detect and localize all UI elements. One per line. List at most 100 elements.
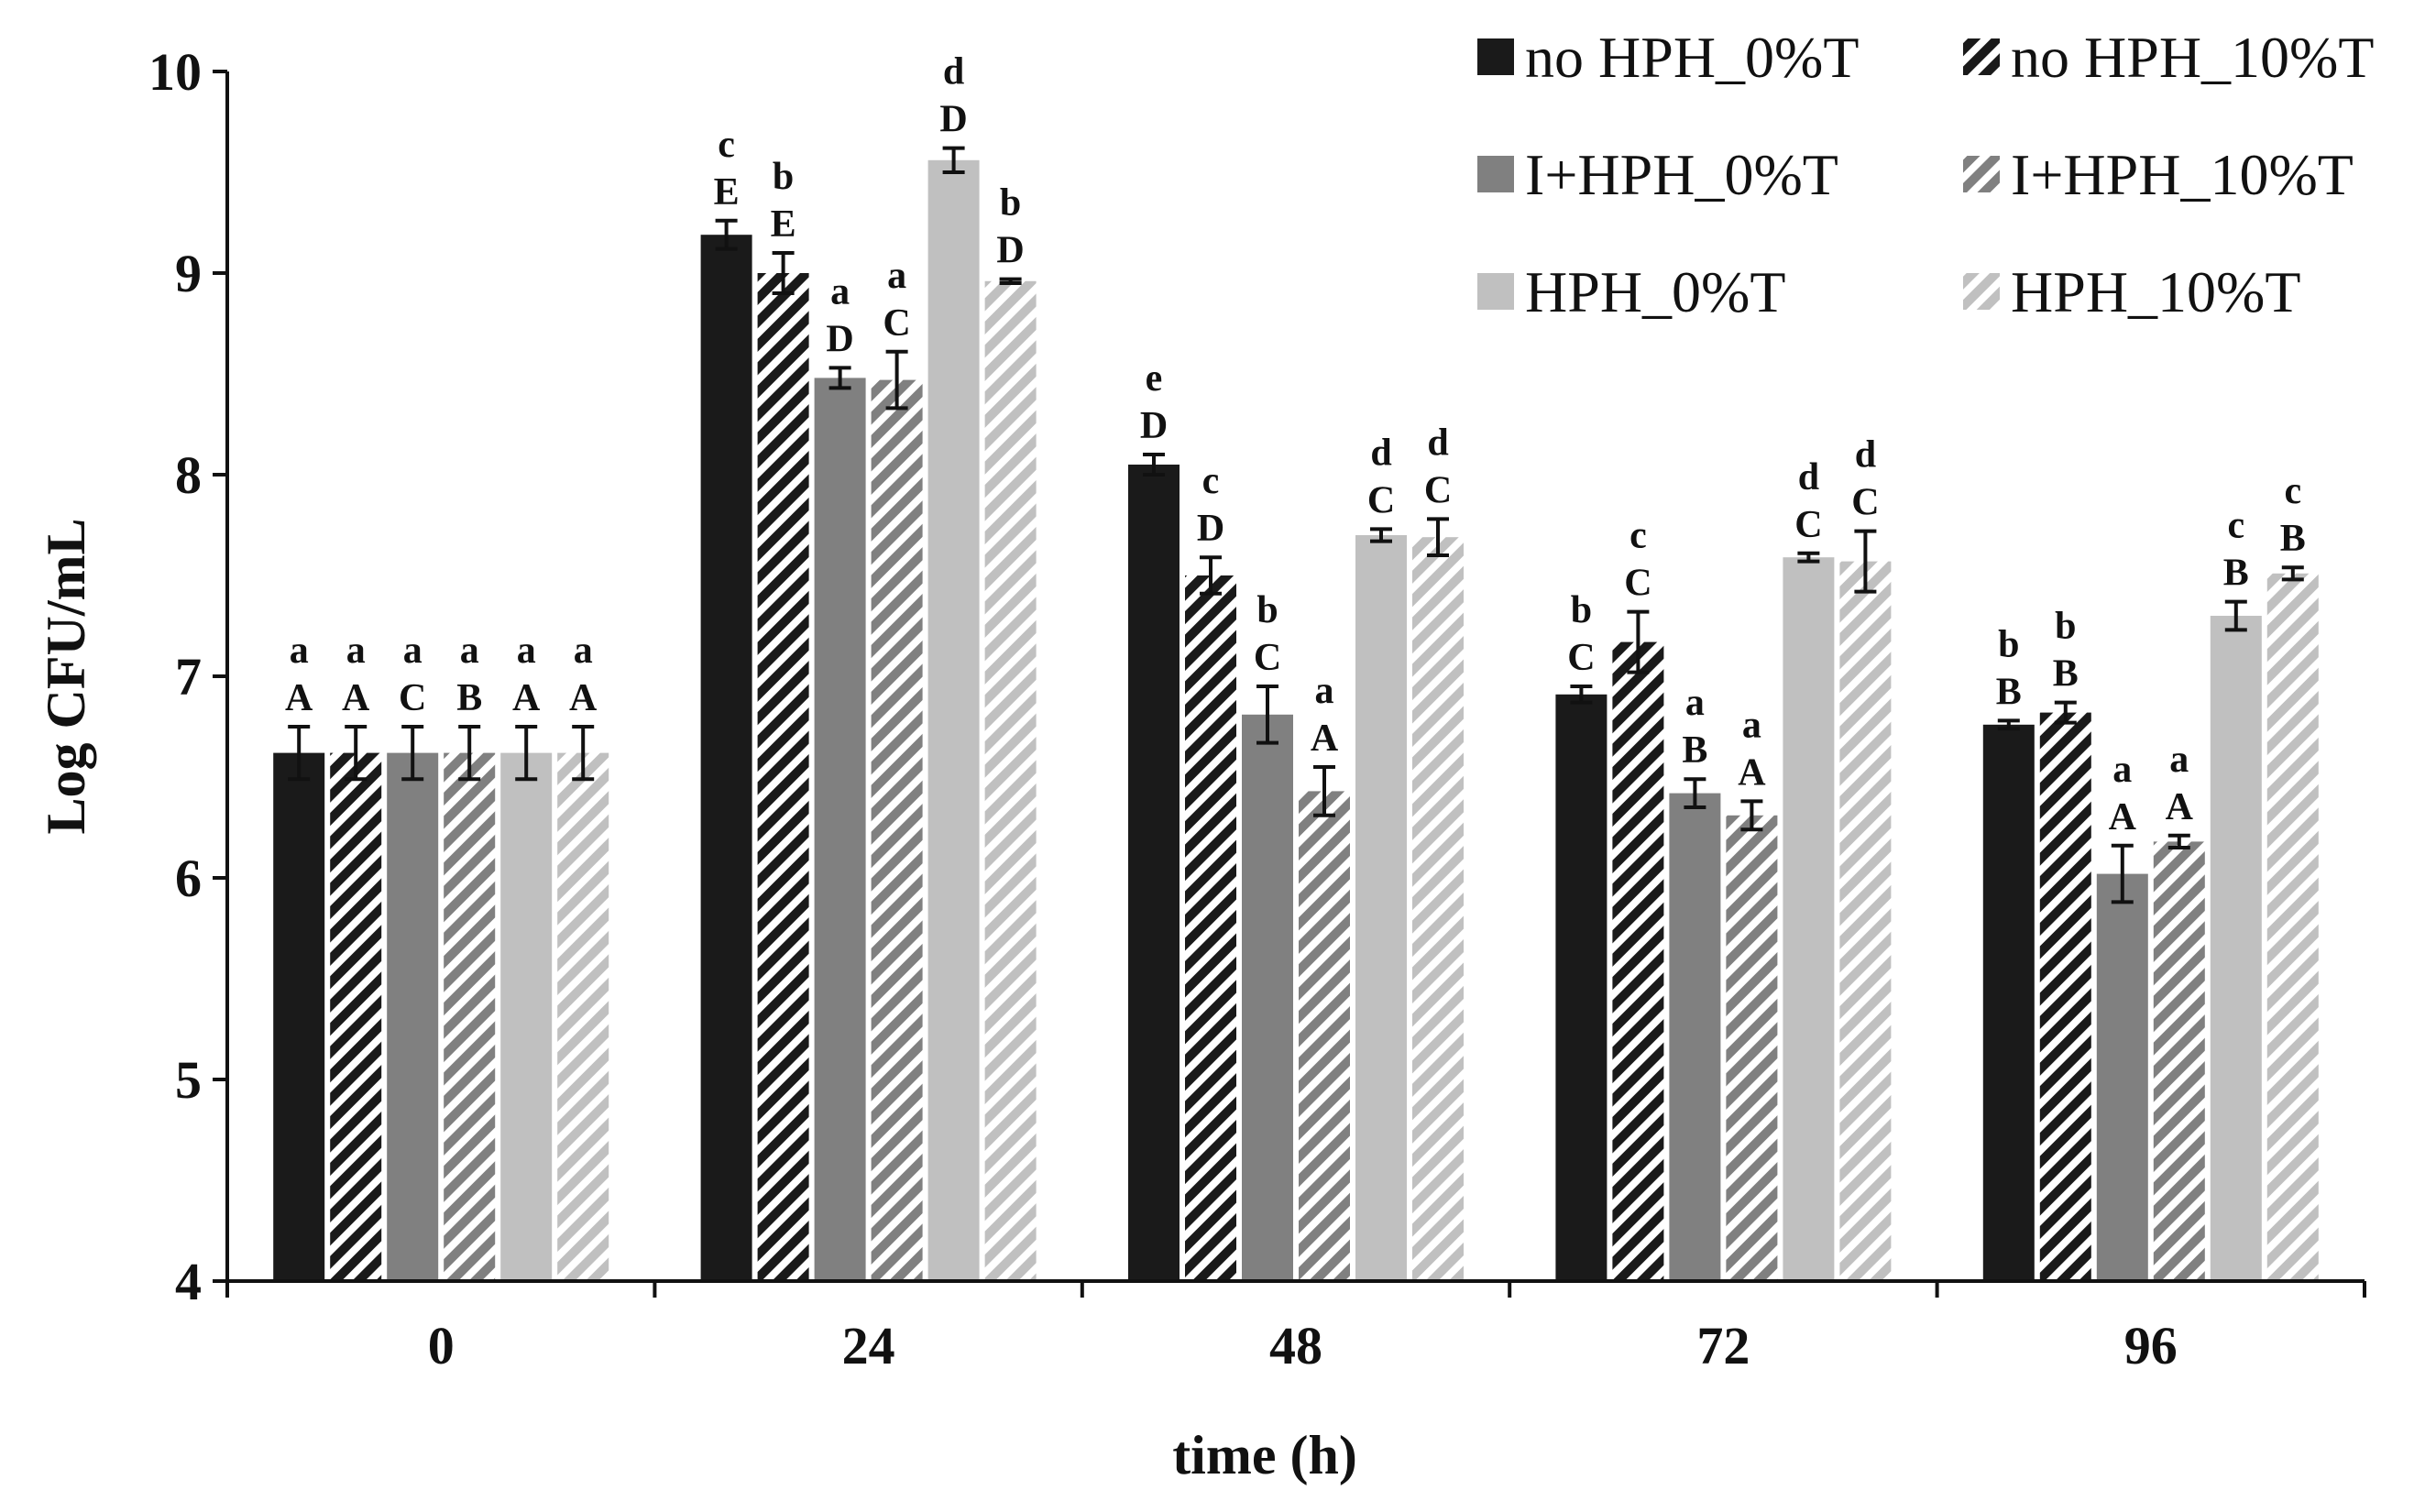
bar — [1185, 575, 1236, 1281]
bars-layer — [273, 159, 2319, 1282]
error-bar — [1427, 517, 1449, 557]
bar — [871, 379, 923, 1282]
error-bar — [288, 725, 311, 782]
significance-letter-upper-case: C — [399, 677, 426, 719]
significance-letter-lower-case: a — [1742, 704, 1761, 746]
bar — [1726, 815, 1778, 1281]
significance-letter-upper-case: D — [939, 99, 967, 141]
legend-swatch — [1963, 273, 2000, 310]
legend-label: I+HPH_0%T — [1525, 142, 1838, 207]
significance-letter-lower-case: a — [403, 630, 422, 672]
error-bar — [828, 366, 851, 390]
error-bar — [772, 251, 795, 295]
significance-letter-lower-case: a — [887, 255, 906, 297]
error-bar — [715, 218, 738, 251]
bar — [757, 273, 809, 1281]
significance-letter-lower-case: c — [1202, 460, 1220, 502]
significance-letter-upper-case: A — [342, 677, 370, 719]
significance-letter-lower-case: a — [517, 630, 536, 672]
y-tick-label: 7 — [175, 647, 202, 707]
significance-letter-upper-case: A — [2166, 786, 2194, 828]
bar — [1982, 724, 2035, 1281]
bar — [1612, 641, 1664, 1281]
significance-letter-upper-case: D — [1197, 508, 1224, 550]
significance-letter-upper-case: A — [285, 677, 313, 719]
error-bar — [2111, 843, 2134, 904]
x-axis-title: time (h) — [1172, 1425, 1357, 1485]
significance-letter-upper-case: C — [1367, 479, 1395, 521]
legend-swatch — [1963, 38, 2000, 75]
significance-letter-upper-case: C — [1567, 637, 1595, 679]
significance-letter-lower-case: a — [574, 630, 593, 672]
bar — [2266, 573, 2319, 1281]
significance-letter-upper-case: C — [1794, 504, 1822, 546]
significance-letter-upper-case: B — [1996, 671, 2022, 713]
bar — [2210, 616, 2262, 1281]
x-tick-label: 24 — [842, 1316, 895, 1375]
error-bar — [1797, 551, 1820, 564]
legend-swatch — [1477, 273, 1514, 310]
legend-item: HPH_0%T — [1477, 259, 1785, 324]
significance-letter-upper-case: B — [2280, 518, 2306, 560]
error-bar — [999, 277, 1022, 285]
error-bar — [345, 725, 368, 782]
error-bar — [458, 725, 481, 782]
significance-letter-lower-case: c — [2227, 505, 2244, 547]
bar — [984, 280, 1037, 1281]
legend-swatch — [1477, 156, 1514, 192]
error-bar — [1684, 777, 1706, 809]
error-bar — [1740, 799, 1763, 832]
error-bar — [1627, 609, 1650, 674]
significance-letter-upper-case: C — [1624, 563, 1651, 605]
legend-label: no HPH_10%T — [2011, 25, 2374, 90]
significance-letter-upper-case: A — [1738, 751, 1766, 794]
error-bar — [1313, 765, 1335, 817]
significance-letter-lower-case: e — [1146, 357, 1163, 400]
legend-item: I+HPH_10%T — [1963, 142, 2354, 207]
significance-letter-upper-case: A — [1311, 718, 1339, 760]
significance-letter-lower-case: b — [1998, 623, 2019, 665]
error-bar — [1256, 685, 1278, 745]
significance-letter-lower-case: a — [346, 630, 366, 672]
bar — [2096, 873, 2148, 1281]
significance-letter-lower-case: b — [1256, 589, 1278, 631]
y-axis-title: Log CFU/mL — [36, 519, 96, 835]
legend-swatch — [1963, 156, 2000, 192]
error-bar — [2167, 833, 2190, 849]
bar — [700, 235, 752, 1282]
bar — [1242, 714, 1293, 1281]
error-bar — [1997, 718, 2020, 731]
significance-letter-lower-case: d — [1370, 432, 1391, 474]
bar — [927, 159, 980, 1281]
bar — [444, 752, 496, 1281]
error-bar — [2054, 700, 2077, 725]
error-bar — [2224, 599, 2247, 632]
bar — [500, 752, 553, 1281]
bar — [1555, 694, 1608, 1281]
bar — [273, 752, 325, 1281]
significance-letter-lower-case: a — [2169, 739, 2189, 781]
significance-letter-upper-case: C — [1851, 482, 1879, 524]
significance-letter-upper-case: B — [1682, 729, 1707, 772]
y-tick-label: 8 — [175, 445, 202, 505]
significance-letter-upper-case: C — [1424, 469, 1452, 511]
legend-item: no HPH_0%T — [1477, 25, 1859, 90]
legend-item: no HPH_10%T — [1963, 25, 2374, 90]
legend-label: no HPH_0%T — [1525, 25, 1859, 90]
error-bar — [2281, 565, 2304, 582]
legend-item: I+HPH_0%T — [1477, 142, 1838, 207]
significance-letter-lower-case: a — [1315, 670, 1334, 712]
legend-item: HPH_10%T — [1963, 259, 2300, 324]
significance-letter-upper-case: C — [883, 302, 910, 345]
y-tick-label: 10 — [148, 42, 202, 102]
bar — [330, 752, 382, 1281]
significance-letter-upper-case: D — [826, 318, 853, 360]
bar — [1412, 537, 1464, 1281]
significance-letters-layer: AaEcDeCbBbAaEbDcCcBbCaDaCbBaAaBaCaAaAaAa… — [285, 51, 2306, 838]
bar — [1355, 535, 1407, 1281]
significance-letter-lower-case: d — [1855, 434, 1876, 477]
significance-letter-lower-case: d — [1427, 422, 1448, 464]
legend-label: I+HPH_10%T — [2011, 142, 2354, 207]
x-tick-label: 0 — [428, 1316, 455, 1375]
